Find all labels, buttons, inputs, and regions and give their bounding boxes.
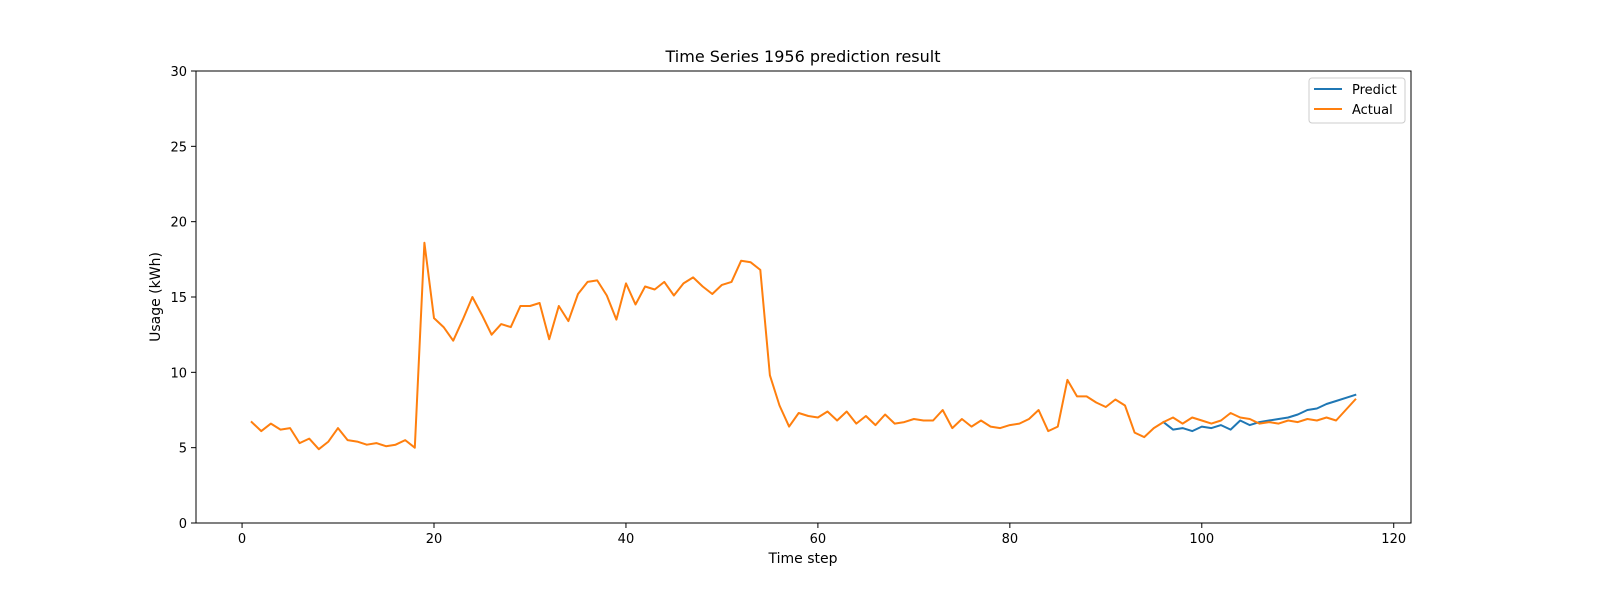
y-tick-label: 30	[170, 65, 187, 80]
y-tick-label: 15	[170, 291, 187, 306]
y-tick-label: 5	[179, 442, 187, 457]
legend: Predict Actual	[1308, 77, 1406, 124]
y-tick-label: 25	[170, 140, 187, 155]
x-tick-label: 40	[618, 532, 635, 547]
chart-title: Time Series 1956 prediction result	[665, 47, 941, 66]
legend-label-predict: Predict	[1352, 83, 1397, 98]
x-tick-label: 120	[1381, 532, 1406, 547]
series-line-predict	[1161, 393, 1357, 433]
x-axis-label: Time step	[768, 551, 838, 567]
y-axis-label: Usage (kWh)	[148, 252, 164, 342]
y-tick-label: 0	[179, 517, 187, 532]
plot-frame	[195, 70, 1412, 524]
x-tick-label: 0	[238, 532, 246, 547]
x-tick-label: 20	[426, 532, 443, 547]
series-layer	[250, 241, 1357, 451]
axis-layer: 0 20 40 60 80 100 120 0 5 10 15 20 25 30	[170, 65, 1412, 547]
x-tick-label: 60	[810, 532, 827, 547]
x-tick-label: 100	[1189, 532, 1214, 547]
y-tick-label: 20	[170, 216, 187, 231]
x-tick-label: 80	[1002, 532, 1019, 547]
legend-label-actual: Actual	[1352, 103, 1393, 118]
y-tick-label: 10	[170, 366, 187, 381]
series-line-actual	[250, 241, 1357, 451]
